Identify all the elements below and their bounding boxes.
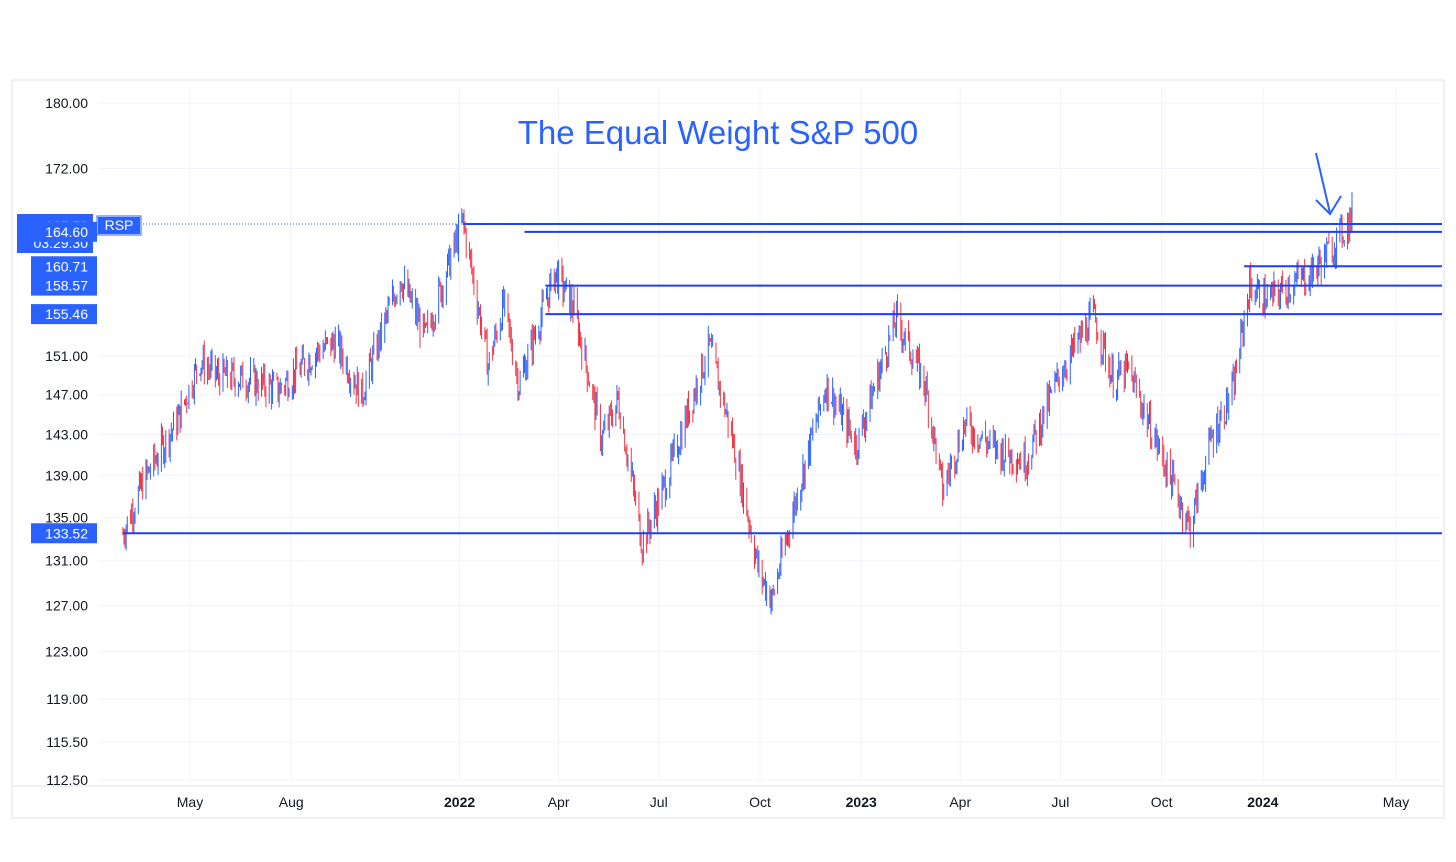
y-tick-label: 147.00 (45, 387, 88, 403)
level-badge: 133.52 (31, 523, 97, 544)
y-tick-label: 151.00 (45, 348, 88, 364)
y-axis: 180.00 172.00 151.00 147.00 143.00 139.00 135.… (45, 95, 88, 788)
y-tick-label: 139.00 (45, 467, 88, 483)
chart-title: The Equal Weight S&P 500 (518, 114, 919, 151)
level-value: 160.71 (45, 258, 88, 274)
x-tick-label: May (1383, 794, 1409, 810)
y-tick-label: 119.00 (46, 691, 88, 707)
y-tick-label: 135.00 (45, 509, 88, 525)
y-tick-label: 172.00 (45, 160, 88, 176)
level-value: 155.46 (45, 306, 88, 322)
x-tick-label: 2024 (1247, 794, 1278, 810)
symbol-tag: RSP (105, 217, 134, 233)
x-tick-label: Apr (548, 794, 570, 810)
level-badge: 158.57 (31, 275, 97, 296)
level-badge: 160.71 (31, 256, 97, 277)
y-tick-label: 131.00 (45, 553, 88, 569)
y-tick-label: 143.00 (45, 426, 88, 442)
level-badge: 155.46 (31, 304, 97, 325)
grid-lines (100, 88, 1440, 781)
x-tick-label: Aug (279, 794, 304, 810)
x-tick-label: Oct (749, 794, 771, 810)
level-badges: 164.60 160.71 158.57 155.46 133.52 (31, 221, 97, 544)
y-tick-label: 112.50 (46, 772, 88, 788)
x-tick-label: Jul (1051, 794, 1069, 810)
chart-frame (11, 79, 1445, 819)
level-value: 158.57 (45, 278, 88, 294)
x-tick-label: 2023 (846, 794, 877, 810)
y-tick-label: 180.00 (45, 95, 88, 111)
level-value: 133.52 (45, 525, 88, 541)
x-tick-label: 2022 (444, 794, 475, 810)
x-tick-label: May (177, 794, 203, 810)
x-tick-label: Apr (949, 794, 971, 810)
y-tick-label: 127.00 (45, 597, 88, 613)
x-tick-label: Oct (1151, 794, 1173, 810)
x-tick-label: Jul (650, 794, 668, 810)
x-axis: May Aug 2022 Apr Jul Oct 2023 Apr Jul Oct 2024 May (177, 794, 1409, 810)
y-tick-label: 123.00 (45, 643, 88, 659)
arrow-annotation (1315, 152, 1342, 216)
y-tick-label: 115.50 (46, 734, 88, 750)
candles (122, 192, 1353, 615)
level-badge: 164.60 (31, 221, 97, 242)
level-value: 164.60 (45, 224, 88, 240)
